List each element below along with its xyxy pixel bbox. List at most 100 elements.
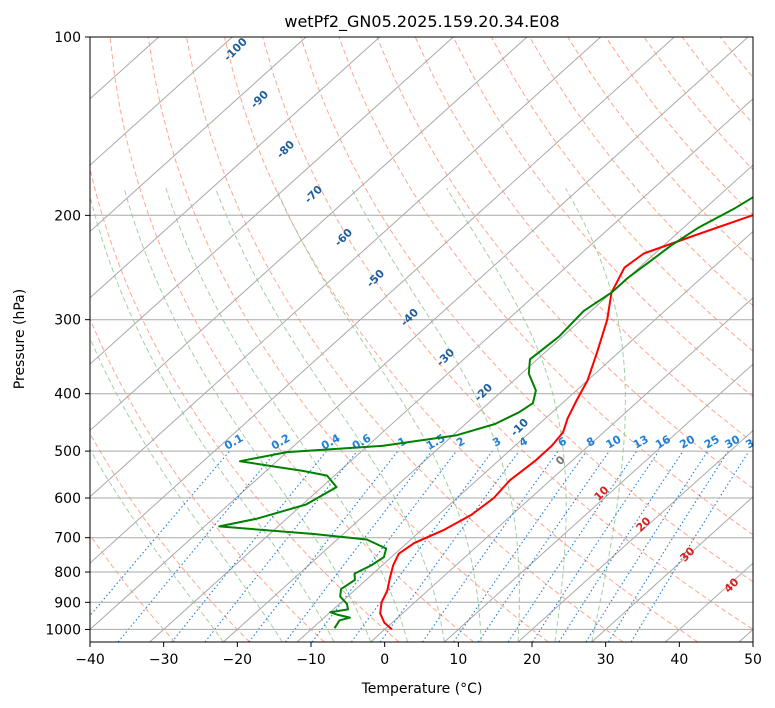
chart-title: wetPf2_GN05.2025.159.20.34.E08 [284,12,559,32]
mixing-ratio-label: 1.5 [424,432,447,453]
mixing-ratio-label: 10 [604,432,624,451]
mixing-ratio-label: 36 [743,432,763,451]
mixing-ratio-label: 2 [454,435,467,450]
y-tick-label: 300 [54,313,81,329]
x-tick-label: 10 [449,652,467,668]
x-tick-label: 0 [380,652,389,668]
x-tick-label: −40 [75,652,105,668]
moist-adiabat [90,448,224,642]
mixing-ratio-line [284,450,433,642]
x-tick-label: −10 [296,652,326,668]
dry-adiabat [90,432,250,642]
mixing-ratio-label: 0.1 [222,432,245,453]
dry-adiabat [758,37,775,642]
dry-adiabat [490,37,753,352]
mixing-ratio-line [507,450,638,642]
warm-isotherm-label: 10 [592,483,612,503]
mixing-ratio-label: 25 [702,433,722,452]
mixing-ratio-label: 30 [723,432,743,451]
mixing-ratio-line [477,450,610,642]
moist-adiabat [215,188,445,642]
dry-adiabat [681,37,753,125]
isotherm-line [90,37,528,432]
isotherm-line [90,37,749,631]
temperature-line [379,214,753,631]
y-tick-label: 500 [54,444,81,460]
mixing-ratio-line [531,450,660,642]
mixing-ratio-line [90,450,231,617]
dry-adiabat [567,37,753,262]
dry-adiabat [452,37,753,398]
y-axis-label: Pressure (hPa) [12,289,28,389]
x-tick-label: 20 [523,652,541,668]
y-tick-label: 800 [54,565,81,581]
x-axis-label: Temperature (°C) [361,681,483,697]
moist-adiabat [90,194,335,642]
mixing-ratio-line [585,450,709,642]
y-tick-label: 700 [54,531,81,547]
mixing-ratio-line [379,450,520,642]
y-tick-label: 400 [54,387,81,403]
isotherm-line [90,37,307,233]
plot-frame [89,36,754,643]
mixing-ratio-line [558,450,684,642]
dry-adiabat [643,37,753,171]
moist-adiabat [350,187,520,642]
moist-adiabat [275,187,482,642]
isotherm-line [90,37,675,564]
isotherm-label: -90 [248,88,271,111]
dry-adiabat [338,37,753,536]
isotherm-line [90,37,233,166]
dry-adiabat [262,37,753,631]
dry-adiabat [90,166,400,642]
dry-adiabat [414,37,753,443]
isotherm-line [90,37,602,498]
isotherm-line [370,297,753,642]
isotherm-label: -40 [398,306,421,329]
x-tick-label: −20 [223,652,253,668]
x-tick-label: 40 [670,652,688,668]
y-tick-label: 600 [54,491,81,507]
y-tick-label: 100 [54,30,81,46]
isotherm-line [517,429,753,642]
mixing-ratio-line [350,450,494,642]
warm-isotherm-label: 20 [634,514,654,534]
y-axis: 100 200 300 400 500 600 700 800 900 1000 [45,30,90,638]
dry-adiabat [719,37,753,79]
isotherm-label: -30 [434,346,457,369]
y-tick-label: 900 [54,595,81,611]
x-tick-label: −30 [149,652,179,668]
isotherm-label: -70 [302,183,325,206]
y-tick-label: 200 [54,208,81,224]
moist-adiabat [165,188,409,642]
moist-adiabat [565,187,626,642]
mixing-ratio-line [311,450,457,642]
mixing-ratio-line [171,450,327,642]
isotherm-line [591,496,753,642]
mixing-ratio-label: 0.2 [269,432,292,453]
profile-series [218,196,753,631]
isotherm-line [223,164,753,642]
dry-adiabat [90,317,325,642]
warm-isotherm-label: 0 [553,453,568,468]
isotherm-line [90,37,454,365]
mixing-ratio-label: 20 [677,432,697,451]
isotherm-line [0,37,11,642]
isotherm-line [738,628,753,642]
mixing-ratio-line [630,450,750,642]
mixing-ratio-line [453,450,588,642]
dry-adiabat [529,37,753,307]
moist-adiabat [90,337,283,642]
mixing-ratio-label: 3 [490,435,503,450]
line-labels: -100-90-80-70-60-50-40-30-20-100.1 0.2 0.4… [221,37,763,596]
mixing-ratio-line [607,450,729,642]
dry-adiabat [376,37,753,489]
isotherm-line [149,98,753,642]
mixing-ratio-label: 13 [631,433,651,452]
x-axis: −40 −30 −20 −10 0 10 20 30 40 50 [75,642,762,668]
isotherm-line [444,363,753,642]
dry-adiabat [185,37,624,642]
dewpoint-line [218,196,753,629]
mixing-ratio-line [422,450,559,642]
